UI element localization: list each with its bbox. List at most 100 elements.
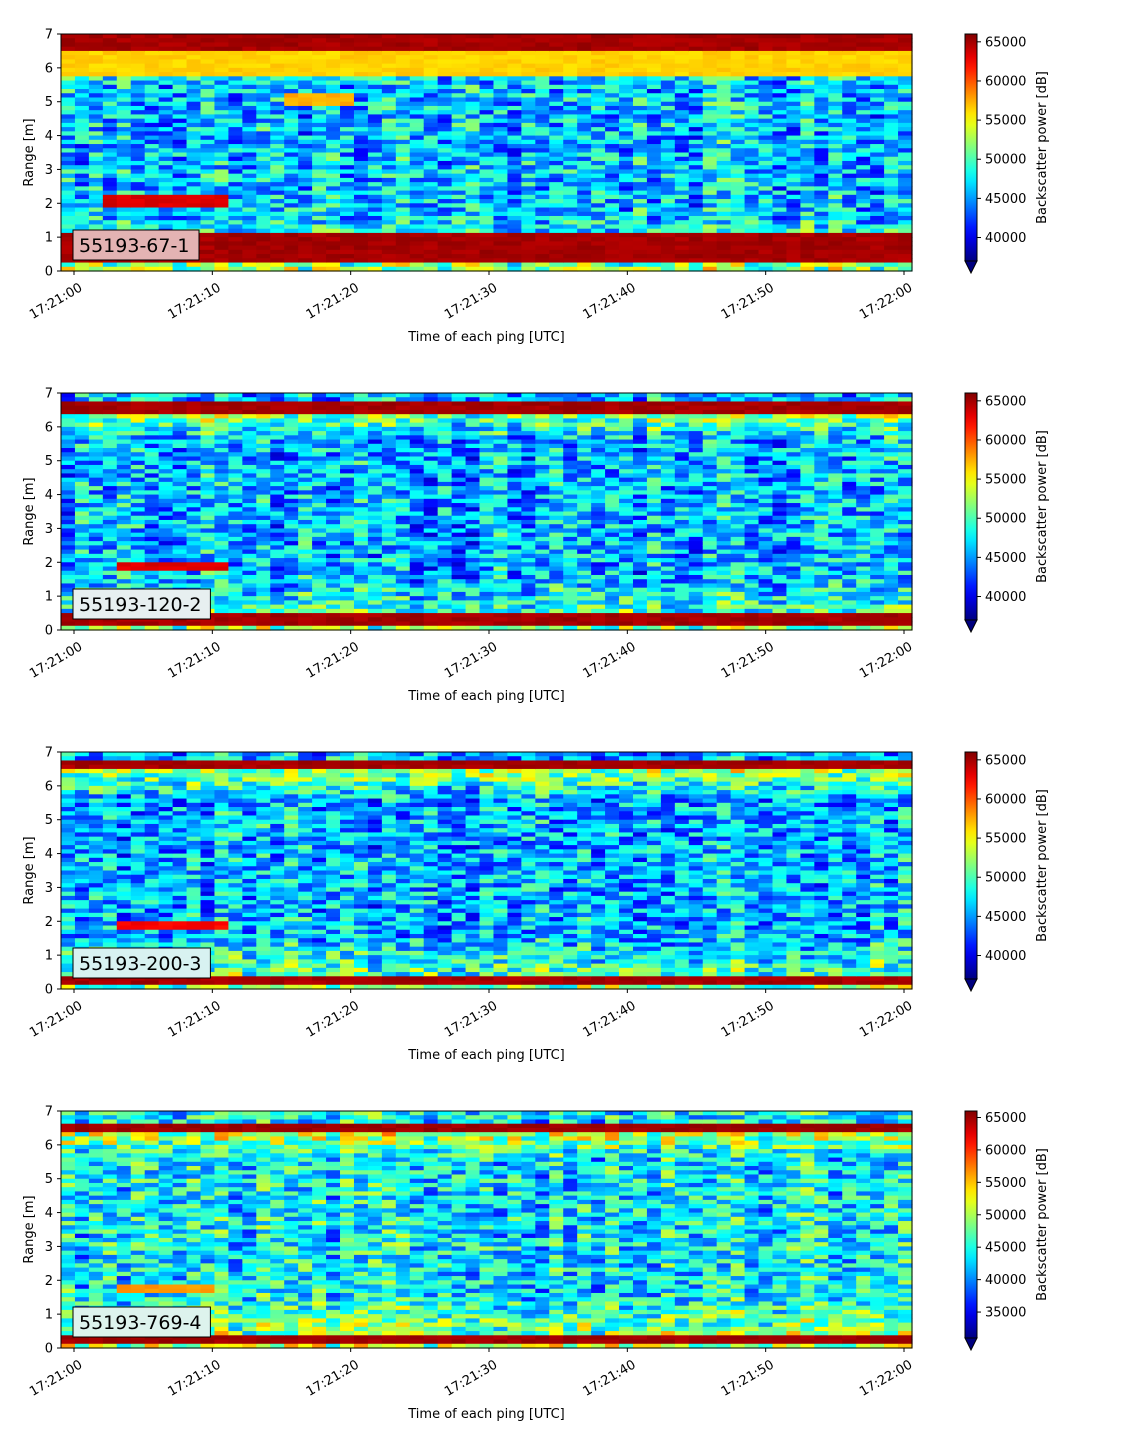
heatmap-cell [270,148,285,154]
heatmap-cell [102,498,118,504]
heatmap-cell [409,84,425,90]
heatmap-cell [102,165,118,171]
heatmap-cell [298,190,313,196]
heatmap-cell [186,262,202,268]
heatmap-cell [814,93,829,99]
heatmap-cell [74,203,90,209]
heatmap-cell [144,574,160,580]
heatmap-cell [674,42,690,48]
heatmap-cell [493,245,509,251]
heatmap-cell [786,139,801,145]
heatmap-cell [144,144,160,149]
heatmap-cell [465,165,481,171]
heatmap-cell [870,89,885,94]
heatmap-cell [312,617,327,623]
heatmap-cell [228,199,243,204]
heatmap-cell [814,76,829,82]
heatmap-cell [270,452,285,458]
heatmap-cell [381,409,397,415]
heatmap-cell [535,232,550,238]
heatmap-cell [284,608,299,614]
heatmap-cell [688,84,704,90]
heatmap-cell [758,165,774,171]
heatmap-cell [758,105,774,111]
heatmap-cell [102,63,118,69]
heatmap-cell [591,46,606,52]
heatmap-cell [130,507,146,513]
heatmap-cell [479,165,495,171]
heatmap-cell [619,194,634,200]
heatmap-cell [298,511,313,517]
heatmap-cell [214,152,230,158]
heatmap-cell [256,258,271,264]
heatmap-cell [116,460,132,466]
heatmap-cell [102,570,118,576]
heatmap-cell [270,211,285,217]
heatmap-cell [577,72,592,77]
heatmap-cell [116,477,132,483]
heatmap-cell [856,135,871,141]
heatmap-cell [437,38,453,44]
heatmap-cell [730,160,746,166]
heatmap-cell [814,203,829,209]
heatmap-cell [786,67,801,73]
heatmap-cell [367,409,383,415]
heatmap-cell [102,549,118,555]
heatmap-cell [660,135,676,141]
heatmap-cell [674,186,690,192]
heatmap-cell [130,152,146,158]
heatmap-cell [814,169,829,175]
heatmap-cell [437,173,453,179]
heatmap-cell [521,38,536,44]
heatmap-cell [88,621,104,627]
heatmap-cell [298,401,313,407]
heatmap-cell [814,237,829,242]
heatmap-cell [228,570,243,576]
heatmap-cell [688,220,704,226]
heatmap-cell [353,127,369,132]
heatmap-cell [298,600,313,606]
heatmap-cell [74,422,90,428]
heatmap-cell [116,122,132,128]
heatmap-cell [646,80,662,86]
heatmap-cell [744,165,760,171]
heatmap-cell [577,207,592,213]
heatmap-cell [298,89,313,94]
heatmap-cell [409,562,425,568]
heatmap-cell [214,67,230,73]
heatmap-cell [172,160,188,166]
heatmap-cell [674,59,690,65]
heatmap-cell [772,59,788,65]
heatmap-cell [395,262,411,268]
heatmap-cell [437,207,453,213]
heatmap-cell [437,148,453,154]
heatmap-cell [102,152,118,158]
heatmap-cell [493,190,509,196]
heatmap-cell [242,114,257,120]
heatmap-cell [549,97,564,103]
heatmap-cell [353,460,369,466]
heatmap-cell [395,426,411,432]
heatmap-cell [326,148,341,154]
heatmap-cell [632,241,648,247]
heatmap-cell [521,67,536,73]
heatmap-cell [828,110,843,116]
heatmap-cell [256,232,271,238]
heatmap-cell [814,131,829,137]
heatmap-cell [716,105,732,111]
heatmap-cell [842,110,857,116]
heatmap-cell [144,422,160,428]
heatmap-cell [381,139,397,145]
heatmap-cell [214,59,230,65]
heatmap-cell [828,122,843,128]
heatmap-cell [228,228,243,234]
heatmap-cell [158,418,174,424]
heatmap-cell [130,528,146,534]
heatmap-cell [395,562,411,568]
heatmap-cell [116,50,132,56]
heatmap-cell [116,617,132,623]
heatmap-cell [716,254,732,259]
heatmap-cell [214,549,230,555]
heatmap-cell [298,93,313,99]
